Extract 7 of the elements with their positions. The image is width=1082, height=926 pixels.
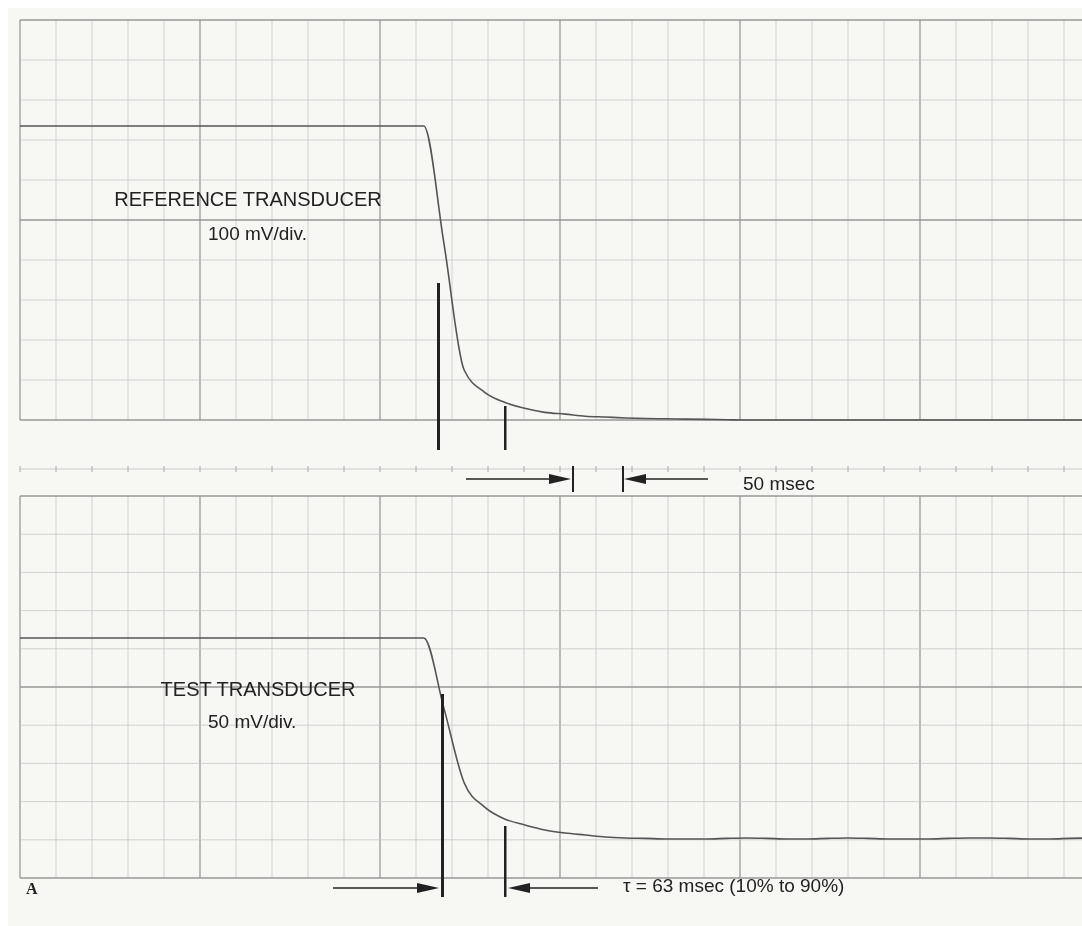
text: A — [26, 880, 38, 897]
annotation: 50 mV/div. — [208, 711, 297, 732]
text: τ = 63 msec (10% to 90%) — [623, 875, 845, 896]
text: REFERENCE TRANSDUCER — [114, 188, 382, 210]
series-label: TEST TRANSDUCER — [160, 678, 356, 700]
annotation: 100 mV/div. — [208, 223, 307, 244]
text: 50 msec — [743, 473, 815, 494]
